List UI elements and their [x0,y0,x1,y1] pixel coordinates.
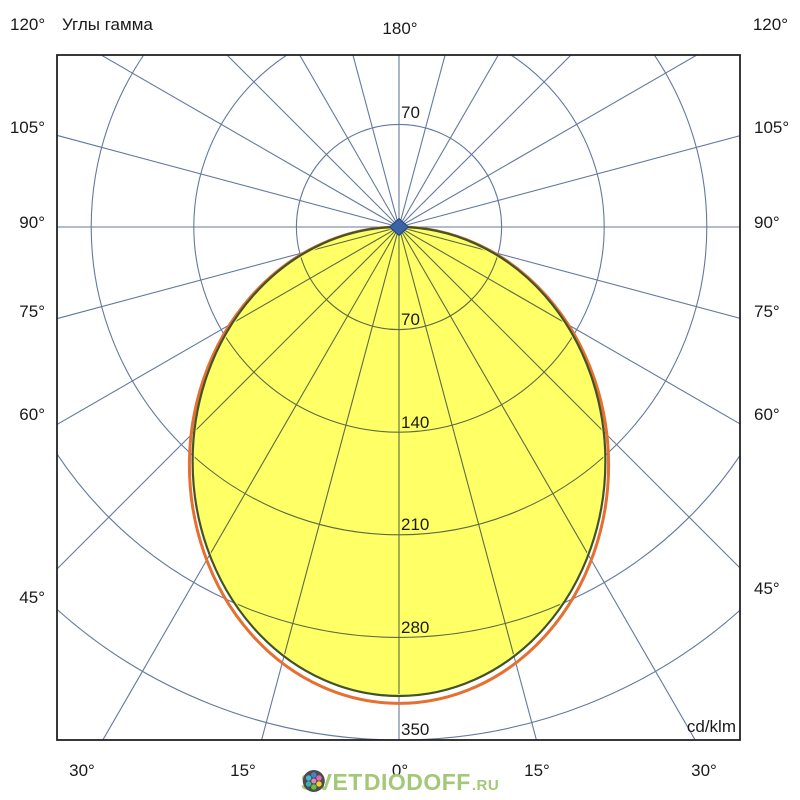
ray-225deg [226,55,400,228]
gamma-label-left-1: 90° [19,213,45,232]
ray-75deg [398,226,740,319]
led-module-icon [302,770,325,792]
gamma-label-left-3: 60° [19,405,45,424]
ring-value-label-4: 280 [401,618,429,637]
ray-345deg [194,229,400,694]
unit-label: cd/klm [687,717,736,736]
ray-210deg [299,55,400,228]
watermark-suffix: .RU [471,776,500,794]
pole-marker [388,217,410,237]
ray-60deg [398,229,604,638]
angle-label-top-center: 180° [382,19,417,38]
gamma-label-bottom-3: 15° [524,761,550,780]
axis-labels-layer: 105° 90° 75° 60° 45° 105° 90° 75° 60° 45° 30° 15° 0°… [10,103,789,780]
angle-label-top-right: 120° [753,15,788,34]
ray-165deg [399,0,611,227]
gamma-label-bottom-0: 30° [69,761,95,780]
ray-285deg [57,226,400,320]
watermark: SVET DIODOFF .RU [301,769,499,796]
diagram-title: Углы гамма [62,15,153,34]
ring-value-label-0: 70 [401,103,420,122]
ray-105deg [398,135,740,228]
ray-240deg [100,55,400,228]
ray-330deg [194,229,400,694]
gamma-label-bottom-4: 30° [691,761,717,780]
gamma-label-bottom-1: 15° [230,761,256,780]
gamma-label-right-3: 60° [754,405,780,424]
gamma-label-right-1: 90° [754,213,780,232]
gamma-label-left-0: 105° [10,118,45,137]
plot-border [56,54,741,741]
ray-315deg [194,229,400,694]
ray-165deg [398,55,446,228]
ring-value-label-3: 210 [401,515,429,534]
ray-15deg [398,229,604,694]
gamma-label-bottom-2: 0° [392,761,408,780]
gamma-label-right-4: 45° [754,579,780,598]
ring-value-label-5: 350 [401,720,429,739]
ray-135deg [398,55,572,228]
watermark-middle: DIODOFF [363,769,471,795]
angle-label-top-left: 120° [10,15,45,34]
frame-layer [56,54,741,741]
gamma-label-left-4: 45° [19,588,45,607]
ray-120deg [398,55,698,228]
ray-195deg [187,0,399,227]
ray-255deg [57,134,400,228]
ring-value-label-1: 70 [401,310,420,329]
gamma-label-left-2: 75° [19,302,45,321]
ray-195deg [352,55,400,228]
gamma-label-right-0: 105° [754,118,789,137]
gamma-label-right-2: 75° [754,302,780,321]
ring-value-label-2: 140 [401,413,429,432]
ray-30deg [398,229,604,694]
ray-300deg [194,229,400,638]
ray-150deg [398,55,499,228]
ray-45deg [398,229,604,694]
ray-255deg [0,15,399,227]
